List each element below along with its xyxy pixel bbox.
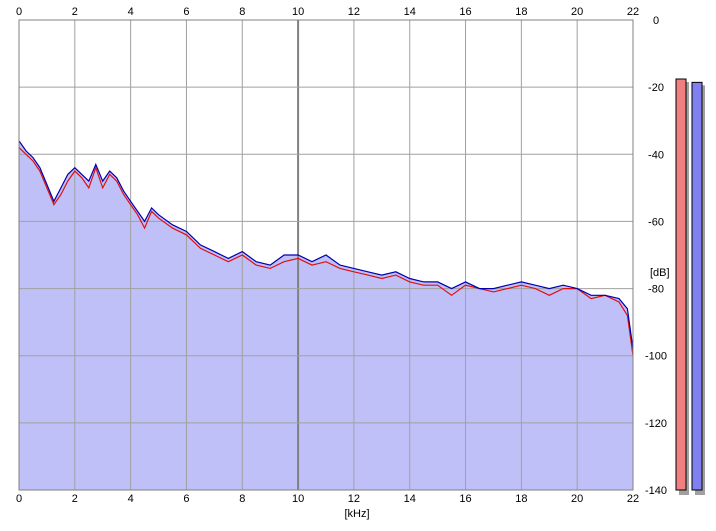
x-tick-label-top: 22: [627, 6, 639, 18]
x-tick-label-top: 14: [404, 6, 416, 18]
x-tick-label-bottom: 4: [128, 493, 134, 505]
y-tick-label: -20: [648, 82, 664, 94]
x-tick-label-bottom: 14: [404, 493, 416, 505]
x-tick-label-bottom: 18: [515, 493, 527, 505]
plot-border: [18, 19, 634, 491]
x-tick-label-top: 12: [348, 6, 360, 18]
x-tick-label-top: 8: [239, 6, 245, 18]
x-tick-label-bottom: 2: [72, 493, 78, 505]
series-red-line: [18, 147, 634, 356]
plot-area: [19, 20, 633, 490]
y-tick-label: -140: [645, 485, 667, 497]
x-unit-label: [kHz]: [344, 508, 369, 520]
y-tick-label: -80: [648, 284, 664, 296]
y-unit-label: [dB]: [650, 267, 670, 279]
x-tick-label-bottom: 16: [459, 493, 471, 505]
y-tick-label: -100: [645, 351, 667, 363]
x-tick-label-bottom: 0: [16, 493, 22, 505]
y-tick-label: -40: [648, 149, 664, 161]
x-tick-label-top: 10: [292, 6, 304, 18]
x-tick-label-bottom: 22: [627, 493, 639, 505]
x-tick-label-top: 6: [183, 6, 189, 18]
x-tick-label-bottom: 6: [183, 493, 189, 505]
x-tick-label-bottom: 8: [239, 493, 245, 505]
level-meter-left: [675, 78, 687, 491]
x-tick-label-bottom: 12: [348, 493, 360, 505]
x-tick-label-bottom: 20: [571, 493, 583, 505]
x-tick-label-top: 2: [72, 6, 78, 18]
axes: 002244668810101212141416161818202022220-…: [16, 6, 667, 505]
x-tick-label-top: 0: [16, 6, 22, 18]
x-tick-label-top: 18: [515, 6, 527, 18]
level-meters: [675, 78, 705, 495]
x-tick-label-top: 16: [459, 6, 471, 18]
series: [18, 140, 634, 356]
x-tick-label-top: 4: [128, 6, 134, 18]
y-tick-label: -120: [645, 418, 667, 430]
x-tick-label-bottom: 10: [292, 493, 304, 505]
y-tick-label: 0: [653, 15, 659, 27]
series-blue-line: [18, 140, 634, 350]
x-tick-label-top: 20: [571, 6, 583, 18]
level-meter-right: [691, 81, 703, 491]
y-tick-label: -60: [648, 216, 664, 228]
